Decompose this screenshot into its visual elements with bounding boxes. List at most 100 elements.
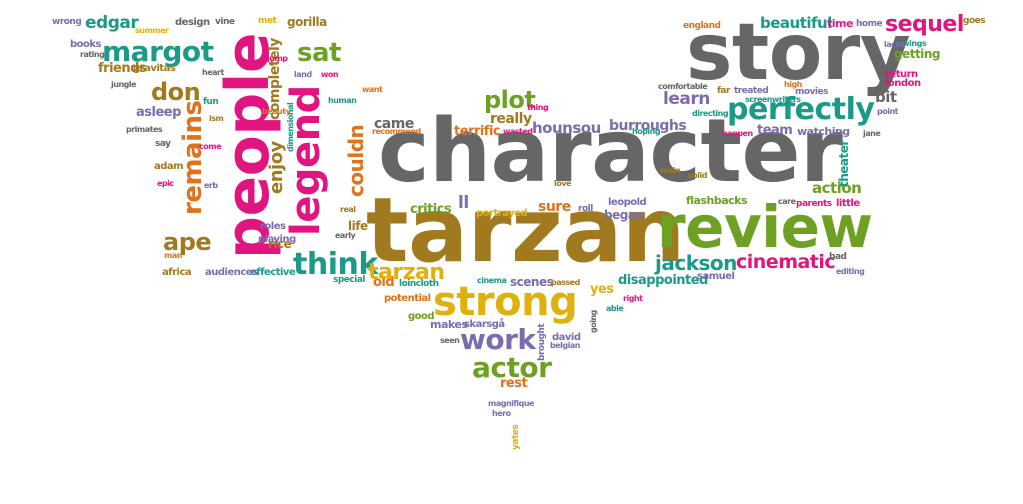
cloud-word: rice	[268, 237, 292, 251]
cloud-word: main	[660, 166, 681, 175]
cloud-word: life	[348, 219, 368, 233]
cloud-word: began	[604, 208, 644, 222]
cloud-word: sure	[538, 199, 571, 215]
cloud-word: actor	[472, 351, 552, 384]
cloud-word: far	[717, 86, 730, 96]
cloud-word: say	[155, 139, 171, 149]
cloud-word: critics	[410, 202, 452, 217]
cloud-word: portrayed	[476, 208, 528, 219]
cloud-word: summer	[135, 26, 169, 35]
cloud-word: tarzan	[368, 260, 445, 285]
cloud-word: land	[294, 70, 312, 79]
cloud-word: good	[408, 311, 435, 322]
cloud-word: right	[623, 294, 643, 303]
cloud-word: parents	[796, 199, 832, 209]
cloud-word: england	[683, 21, 721, 31]
cloud-word: erb	[204, 181, 218, 190]
cloud-word: recommend	[372, 127, 421, 136]
cloud-word: potential	[384, 293, 431, 304]
cloud-word: skarsgå	[464, 319, 505, 330]
cloud-word: remains	[178, 100, 208, 215]
cloud-word: jungle	[111, 80, 137, 89]
cloud-word: early	[335, 231, 356, 240]
cloud-word: love	[554, 179, 571, 188]
cloud-word: rest	[500, 376, 528, 391]
cloud-word: care	[778, 197, 796, 206]
cloud-word: really	[490, 111, 532, 127]
cloud-word: man	[164, 251, 182, 260]
cloud-word: real	[340, 205, 356, 214]
cloud-word: screenwriters	[745, 95, 801, 104]
cloud-word: heart	[202, 68, 224, 77]
cloud-word: playing	[258, 234, 296, 245]
cloud-word: africa	[162, 267, 192, 278]
cloud-word: dimensional	[286, 103, 295, 153]
cloud-word: come	[199, 142, 222, 151]
cloud-word: human	[328, 96, 357, 105]
cloud-word: special	[333, 275, 365, 285]
cloud-word: came	[374, 116, 414, 132]
cloud-word: terrific	[454, 124, 501, 139]
cloud-word: comfortable	[658, 82, 708, 91]
cloud-word: swings	[898, 39, 927, 48]
cloud-word: review	[657, 193, 873, 261]
cloud-word: character	[378, 100, 843, 202]
cloud-word: audiences	[205, 267, 258, 278]
cloud-word: leopold	[608, 197, 647, 208]
cloud-word: sequel	[885, 12, 964, 37]
cloud-word: wasted	[503, 127, 533, 136]
cloud-word: strong	[433, 279, 578, 325]
cloud-word: adam	[154, 161, 184, 172]
cloud-word: old	[373, 275, 395, 290]
cloud-word: theater	[837, 140, 851, 187]
cloud-word: magnifique	[488, 399, 534, 408]
cloud-word: david	[552, 332, 581, 343]
cloud-word: able	[606, 304, 624, 313]
cloud-word: tarzan	[366, 178, 685, 282]
cloud-word: solid	[688, 171, 707, 180]
cloud-word: couldn	[344, 125, 368, 198]
cloud-word: burroughs	[609, 118, 687, 134]
cloud-word: bit	[875, 88, 897, 106]
cloud-word: don	[151, 78, 201, 106]
cloud-word: gravitas	[133, 63, 176, 74]
cloud-word: ape	[163, 228, 212, 256]
cloud-word: treated	[734, 86, 769, 96]
cloud-word: friends	[98, 61, 147, 76]
cloud-word: ism	[209, 114, 224, 123]
cloud-word: cinema	[477, 276, 507, 285]
cloud-word: going	[589, 310, 598, 333]
cloud-word: books	[70, 39, 102, 50]
cloud-word: brought	[537, 324, 547, 362]
cloud-word: loincloth	[399, 279, 439, 289]
cloud-word: yes	[590, 282, 614, 297]
cloud-word: time	[827, 17, 853, 30]
cloud-word: think	[293, 247, 378, 282]
cloud-word: learn	[663, 89, 710, 109]
cloud-word: primates	[126, 125, 163, 134]
cloud-word: beauty	[262, 107, 291, 116]
cloud-word: margot	[102, 35, 214, 68]
cloud-word: enjoy	[266, 141, 287, 194]
cloud-word: samuel	[697, 271, 735, 282]
cloud-word: hoping	[632, 127, 661, 136]
cloud-word: vine	[215, 17, 235, 27]
cloud-word: asleep	[136, 105, 181, 120]
cloud-word: hounsou	[532, 119, 601, 137]
cloud-word: high	[784, 80, 802, 89]
cloud-word: jackson	[655, 251, 737, 275]
cloud-word: thing	[527, 103, 549, 112]
cloud-word: home	[856, 19, 883, 29]
cloud-word: belgian	[550, 341, 580, 350]
cloud-word: sat	[297, 38, 341, 68]
cloud-word: work	[460, 323, 536, 356]
cloud-word: roll	[578, 204, 593, 214]
cloud-word: epic	[157, 179, 174, 188]
cloud-word: effective	[250, 267, 296, 278]
cloud-word: little	[836, 198, 860, 209]
cloud-word: movies	[795, 87, 828, 97]
cloud-word: editing	[836, 267, 865, 276]
cloud-word: ll	[458, 193, 469, 213]
cloud-word: passed	[551, 278, 580, 287]
